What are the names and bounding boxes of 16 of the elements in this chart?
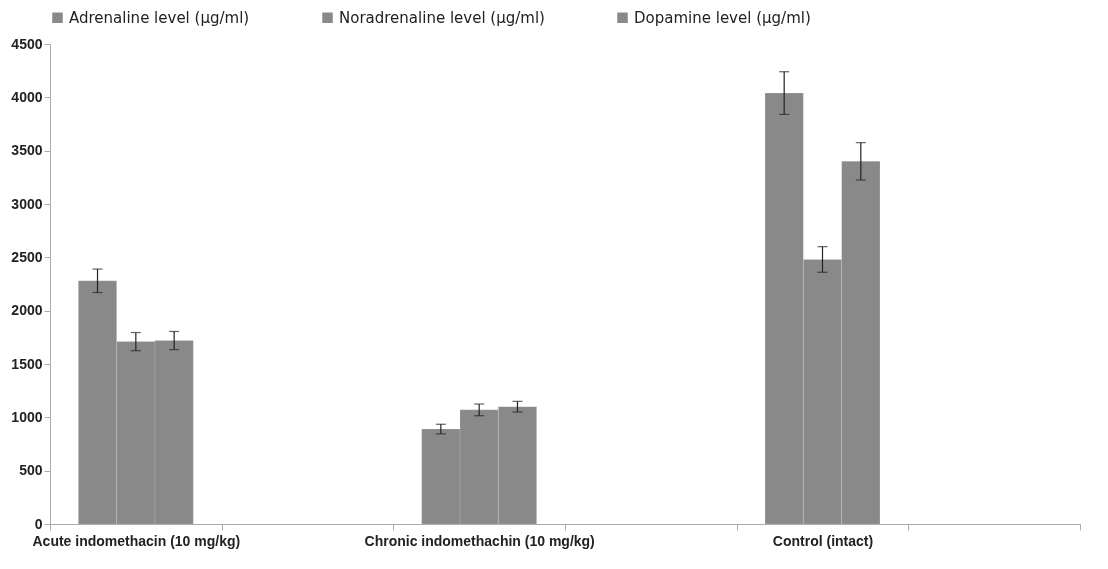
legend-label: Noradrenaline level (µg/ml) <box>339 8 545 27</box>
y-tick-label: 1500 <box>11 355 43 372</box>
y-tick-label: 3500 <box>11 142 43 159</box>
x-tick-label: Acute indomethacin (10 mg/kg) <box>32 532 241 549</box>
y-tick-label: 0 <box>34 515 43 532</box>
y-tick-label: 1000 <box>11 408 43 425</box>
legend-label: Adrenaline level (µg/ml) <box>69 8 250 27</box>
y-tick-label: 500 <box>19 462 43 479</box>
y-tick-label: 2500 <box>11 248 43 265</box>
x-tick-label: Chronic indomethachin (10 mg/kg) <box>364 532 595 549</box>
y-tick-label: 3000 <box>11 195 43 212</box>
y-tick-label: 2000 <box>11 302 43 319</box>
legend-label: Dopamine level (µg/ml) <box>634 8 811 27</box>
x-tick-label: Control (intact) <box>772 532 874 549</box>
y-tick-label: 4000 <box>11 88 43 105</box>
y-tick-label: 4500 <box>11 35 43 52</box>
